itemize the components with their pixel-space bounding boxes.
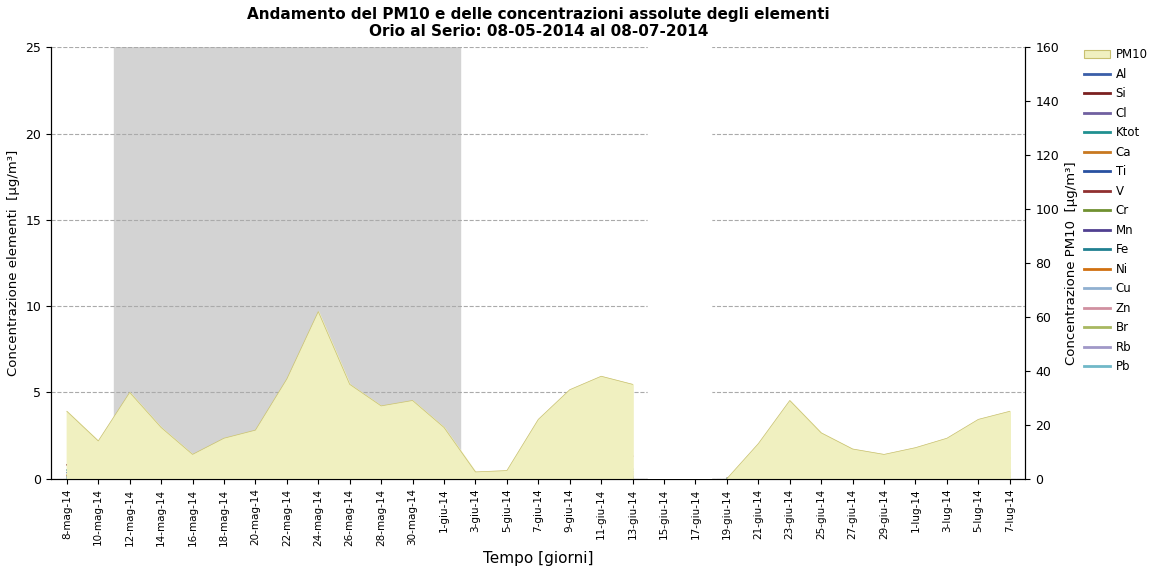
- Bar: [649, 48, 711, 478]
- Bar: [114, 48, 459, 478]
- Legend: PM10, Al, Si, Cl, Ktot, Ca, Ti, V, Cr, Mn, Fe, Ni, Cu, Zn, Br, Rb, Pb: PM10, Al, Si, Cl, Ktot, Ca, Ti, V, Cr, M…: [1080, 45, 1151, 376]
- Y-axis label: Concentrazione elementi  [μg/m³]: Concentrazione elementi [μg/m³]: [7, 150, 20, 376]
- Title: Andamento del PM10 e delle concentrazioni assolute degli elementi
Orio al Serio:: Andamento del PM10 e delle concentrazion…: [247, 7, 830, 40]
- X-axis label: Tempo [giorni]: Tempo [giorni]: [484, 551, 593, 566]
- Bar: [649, 48, 711, 478]
- Y-axis label: Concentrazione PM10  [μg/m³]: Concentrazione PM10 [μg/m³]: [1065, 161, 1078, 365]
